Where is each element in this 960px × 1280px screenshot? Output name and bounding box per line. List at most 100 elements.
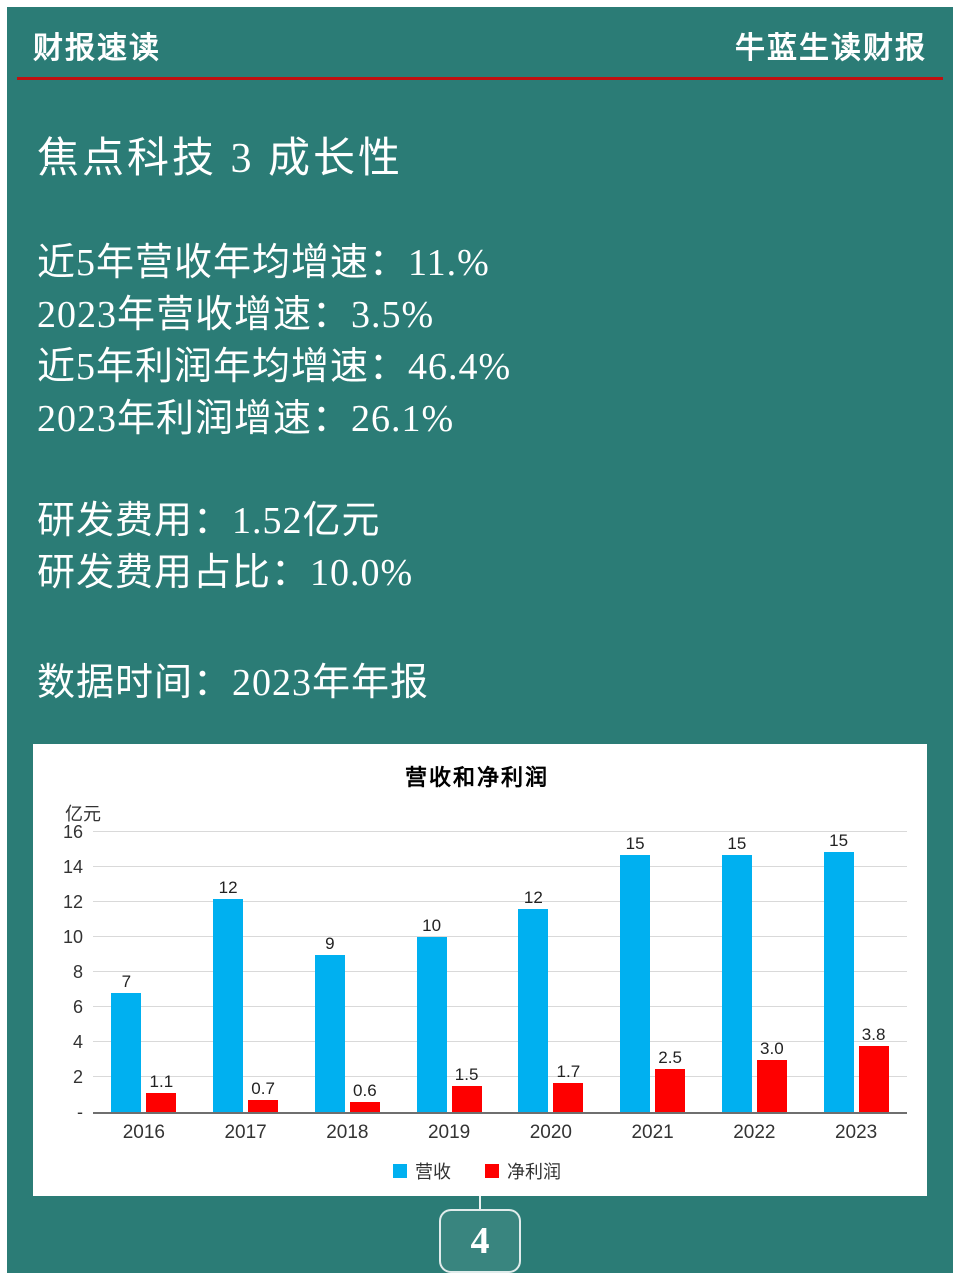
bar-净利润 bbox=[655, 1068, 686, 1113]
bar-column: 7 bbox=[111, 832, 142, 1113]
bar-column: 15 bbox=[620, 832, 651, 1113]
bar-column: 0.6 bbox=[349, 832, 380, 1113]
chart-body: -2 4 6 8 10 12 14 16 7 1.1 12 0.7 9 0.6 10 1.5 12 1.7 15 2… bbox=[47, 823, 907, 1144]
stat-line: 近5年利润年均增速：46.4% bbox=[37, 346, 512, 389]
x-tick-label: 2023 bbox=[834, 1122, 878, 1144]
x-tick-label: 2019 bbox=[427, 1122, 471, 1144]
bar-column: 0.7 bbox=[248, 832, 279, 1113]
bar-column: 15 bbox=[721, 832, 752, 1113]
bar-group: 10 1.5 bbox=[398, 832, 500, 1113]
header-right-title: 牛蓝生读财报 bbox=[735, 32, 927, 65]
bar-净利润 bbox=[553, 1082, 584, 1113]
bar-group: 15 3.8 bbox=[805, 831, 907, 1113]
bar-column: 2.5 bbox=[655, 832, 686, 1113]
page-title: 焦点科技 3 成长性 bbox=[37, 136, 404, 182]
bar-净利润 bbox=[858, 1045, 889, 1113]
chart-title: 营收和净利润 bbox=[404, 765, 549, 791]
bar-group: 12 0.7 bbox=[195, 832, 297, 1113]
bar-groups: 7 1.1 12 0.7 9 0.6 10 1.5 12 1.7 15 2.5 15 3.0 15 3.8 bbox=[93, 831, 907, 1113]
bar-value-label: 12 bbox=[523, 888, 543, 908]
bar-value-label: 3.8 bbox=[861, 1024, 886, 1044]
legend-swatch bbox=[485, 1164, 499, 1179]
bar-group: 7 1.1 bbox=[93, 832, 195, 1113]
bar-营收 bbox=[416, 937, 447, 1113]
rd-stats: 研发费用：1.52亿元 研发费用占比：10.0% bbox=[37, 495, 953, 599]
page-number-box: 4 bbox=[439, 1209, 521, 1273]
bar-column: 1.5 bbox=[451, 832, 482, 1113]
bar-净利润 bbox=[146, 1093, 177, 1113]
chart-card: 营收和净利润 亿元 -2 4 6 8 10 12 14 16 7 1.1 12 0.7 9 0.6 10 1… bbox=[33, 744, 927, 1197]
bar-净利润 bbox=[349, 1101, 380, 1113]
footer-divider-line bbox=[479, 1157, 481, 1209]
stat-line: 研发费用占比：10.0% bbox=[37, 552, 414, 595]
bar-column: 10 bbox=[416, 832, 447, 1113]
bar-group: 9 0.6 bbox=[297, 832, 399, 1113]
bar-column: 12 bbox=[518, 832, 549, 1113]
x-tick-label: 2017 bbox=[224, 1122, 267, 1144]
bar-value-label: 10 bbox=[422, 916, 442, 936]
x-labels: 2016 2017 2018 2019 2020 2021 2022 2023 bbox=[93, 1122, 907, 1144]
bar-value-label: 15 bbox=[625, 834, 645, 854]
bar-营收 bbox=[823, 852, 854, 1113]
y-tick-label: 12 bbox=[62, 892, 83, 913]
gridline bbox=[93, 1006, 907, 1008]
gridline bbox=[93, 831, 907, 833]
bar-value-label: 1.7 bbox=[556, 1061, 581, 1081]
y-tick-label: 2 bbox=[72, 1067, 83, 1088]
stat-line: 近5年营收年均增速：11.% bbox=[37, 242, 490, 284]
data-time: 数据时间：2023年年报 bbox=[37, 662, 430, 705]
bar-value-label: 3.0 bbox=[760, 1038, 784, 1058]
bar-营收 bbox=[213, 898, 244, 1113]
x-tick-label: 2021 bbox=[631, 1122, 674, 1144]
legend-label: 营收 bbox=[415, 1162, 451, 1183]
x-tick-label: 2016 bbox=[122, 1122, 166, 1144]
bar-value-label: 2.5 bbox=[658, 1047, 682, 1067]
header: 财报速读 牛蓝生读财报 bbox=[7, 7, 953, 67]
bar-group: 12 1.7 bbox=[500, 832, 602, 1113]
gridline bbox=[93, 936, 907, 938]
bar-营收 bbox=[111, 993, 142, 1113]
plot-wrap: 7 1.1 12 0.7 9 0.6 10 1.5 12 1.7 15 2.5 15 3.0 15 3.8 2… bbox=[93, 831, 907, 1144]
stat-line: 2023年营收增速：3.5% bbox=[37, 294, 435, 337]
legend-swatch bbox=[393, 1164, 407, 1179]
bar-value-label: 15 bbox=[829, 831, 849, 851]
header-divider bbox=[17, 77, 943, 80]
growth-stats: 近5年营收年均增速：11.% 2023年营收增速：3.5% 近5年利润年均增速：… bbox=[37, 237, 953, 445]
gridline bbox=[93, 971, 907, 973]
bar-group: 15 2.5 bbox=[602, 832, 704, 1113]
gridline bbox=[93, 901, 907, 903]
stat-line: 2023年利润增速：26.1% bbox=[37, 398, 455, 441]
bar-净利润 bbox=[248, 1100, 279, 1113]
y-axis: - 2 4 6 8 10 12 14 16 bbox=[47, 823, 93, 1121]
bar-净利润 bbox=[756, 1059, 787, 1113]
bar-value-label: 0.7 bbox=[251, 1079, 275, 1099]
bar-column: 1.7 bbox=[553, 832, 584, 1113]
bar-营收 bbox=[721, 855, 752, 1113]
bar-value-label: 12 bbox=[218, 877, 238, 897]
bar-value-label: 1.5 bbox=[454, 1065, 479, 1085]
bar-value-label: 1.1 bbox=[149, 1072, 174, 1092]
gridline bbox=[93, 1041, 907, 1043]
bar-营收 bbox=[620, 855, 651, 1113]
bar-column: 9 bbox=[314, 832, 345, 1113]
page-number: 4 bbox=[470, 1220, 490, 1262]
footer: 4 bbox=[7, 1157, 953, 1273]
y-tick-label: 6 bbox=[72, 997, 83, 1018]
bar-column: 12 bbox=[213, 832, 244, 1113]
header-left-title: 财报速读 bbox=[33, 32, 161, 65]
bar-column: 3.0 bbox=[756, 832, 787, 1113]
gridline bbox=[93, 866, 907, 868]
plot-area: 7 1.1 12 0.7 9 0.6 10 1.5 12 1.7 15 2.5 15 3.0 15 3.8 bbox=[93, 831, 907, 1115]
bar-value-label: 7 bbox=[121, 972, 132, 992]
legend-label: 净利润 bbox=[507, 1162, 561, 1183]
chart-unit-label: 亿元 bbox=[65, 804, 101, 825]
bar-value-label: 15 bbox=[727, 834, 747, 854]
bar-column: 3.8 bbox=[858, 832, 889, 1113]
x-tick-label: 2018 bbox=[326, 1122, 369, 1144]
gridline bbox=[93, 1076, 907, 1078]
bar-净利润 bbox=[451, 1086, 482, 1113]
bar-value-label: 0.6 bbox=[353, 1080, 377, 1100]
y-tick-label: 16 bbox=[62, 822, 83, 843]
stat-line: 研发费用：1.52亿元 bbox=[37, 500, 381, 543]
